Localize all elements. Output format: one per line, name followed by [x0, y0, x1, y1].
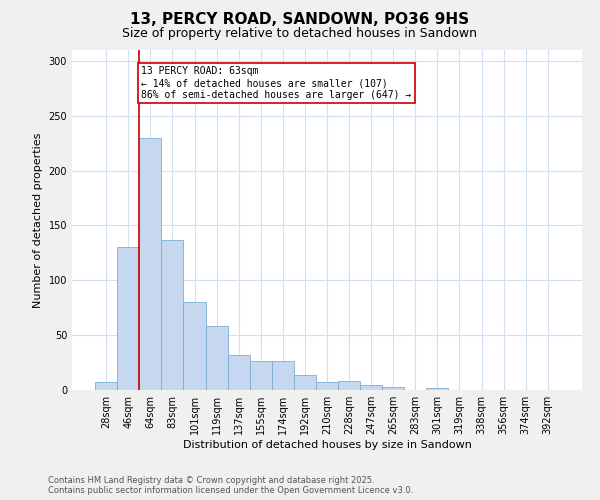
Bar: [360, 384, 382, 390]
Bar: [117, 248, 139, 390]
Bar: [316, 382, 338, 390]
Bar: [139, 138, 161, 390]
Bar: [184, 302, 206, 390]
Bar: [272, 362, 294, 390]
Bar: [161, 240, 184, 390]
Text: 13 PERCY ROAD: 63sqm
← 14% of detached houses are smaller (107)
86% of semi-deta: 13 PERCY ROAD: 63sqm ← 14% of detached h…: [141, 66, 412, 100]
Bar: [382, 386, 404, 390]
Bar: [338, 381, 360, 390]
Bar: [294, 374, 316, 390]
Y-axis label: Number of detached properties: Number of detached properties: [33, 132, 43, 308]
Bar: [250, 362, 272, 390]
Bar: [227, 355, 250, 390]
X-axis label: Distribution of detached houses by size in Sandown: Distribution of detached houses by size …: [182, 440, 472, 450]
Bar: [206, 326, 227, 390]
Text: 13, PERCY ROAD, SANDOWN, PO36 9HS: 13, PERCY ROAD, SANDOWN, PO36 9HS: [130, 12, 470, 28]
Bar: [95, 382, 117, 390]
Text: Size of property relative to detached houses in Sandown: Size of property relative to detached ho…: [122, 28, 478, 40]
Bar: [427, 388, 448, 390]
Text: Contains HM Land Registry data © Crown copyright and database right 2025.
Contai: Contains HM Land Registry data © Crown c…: [48, 476, 413, 495]
